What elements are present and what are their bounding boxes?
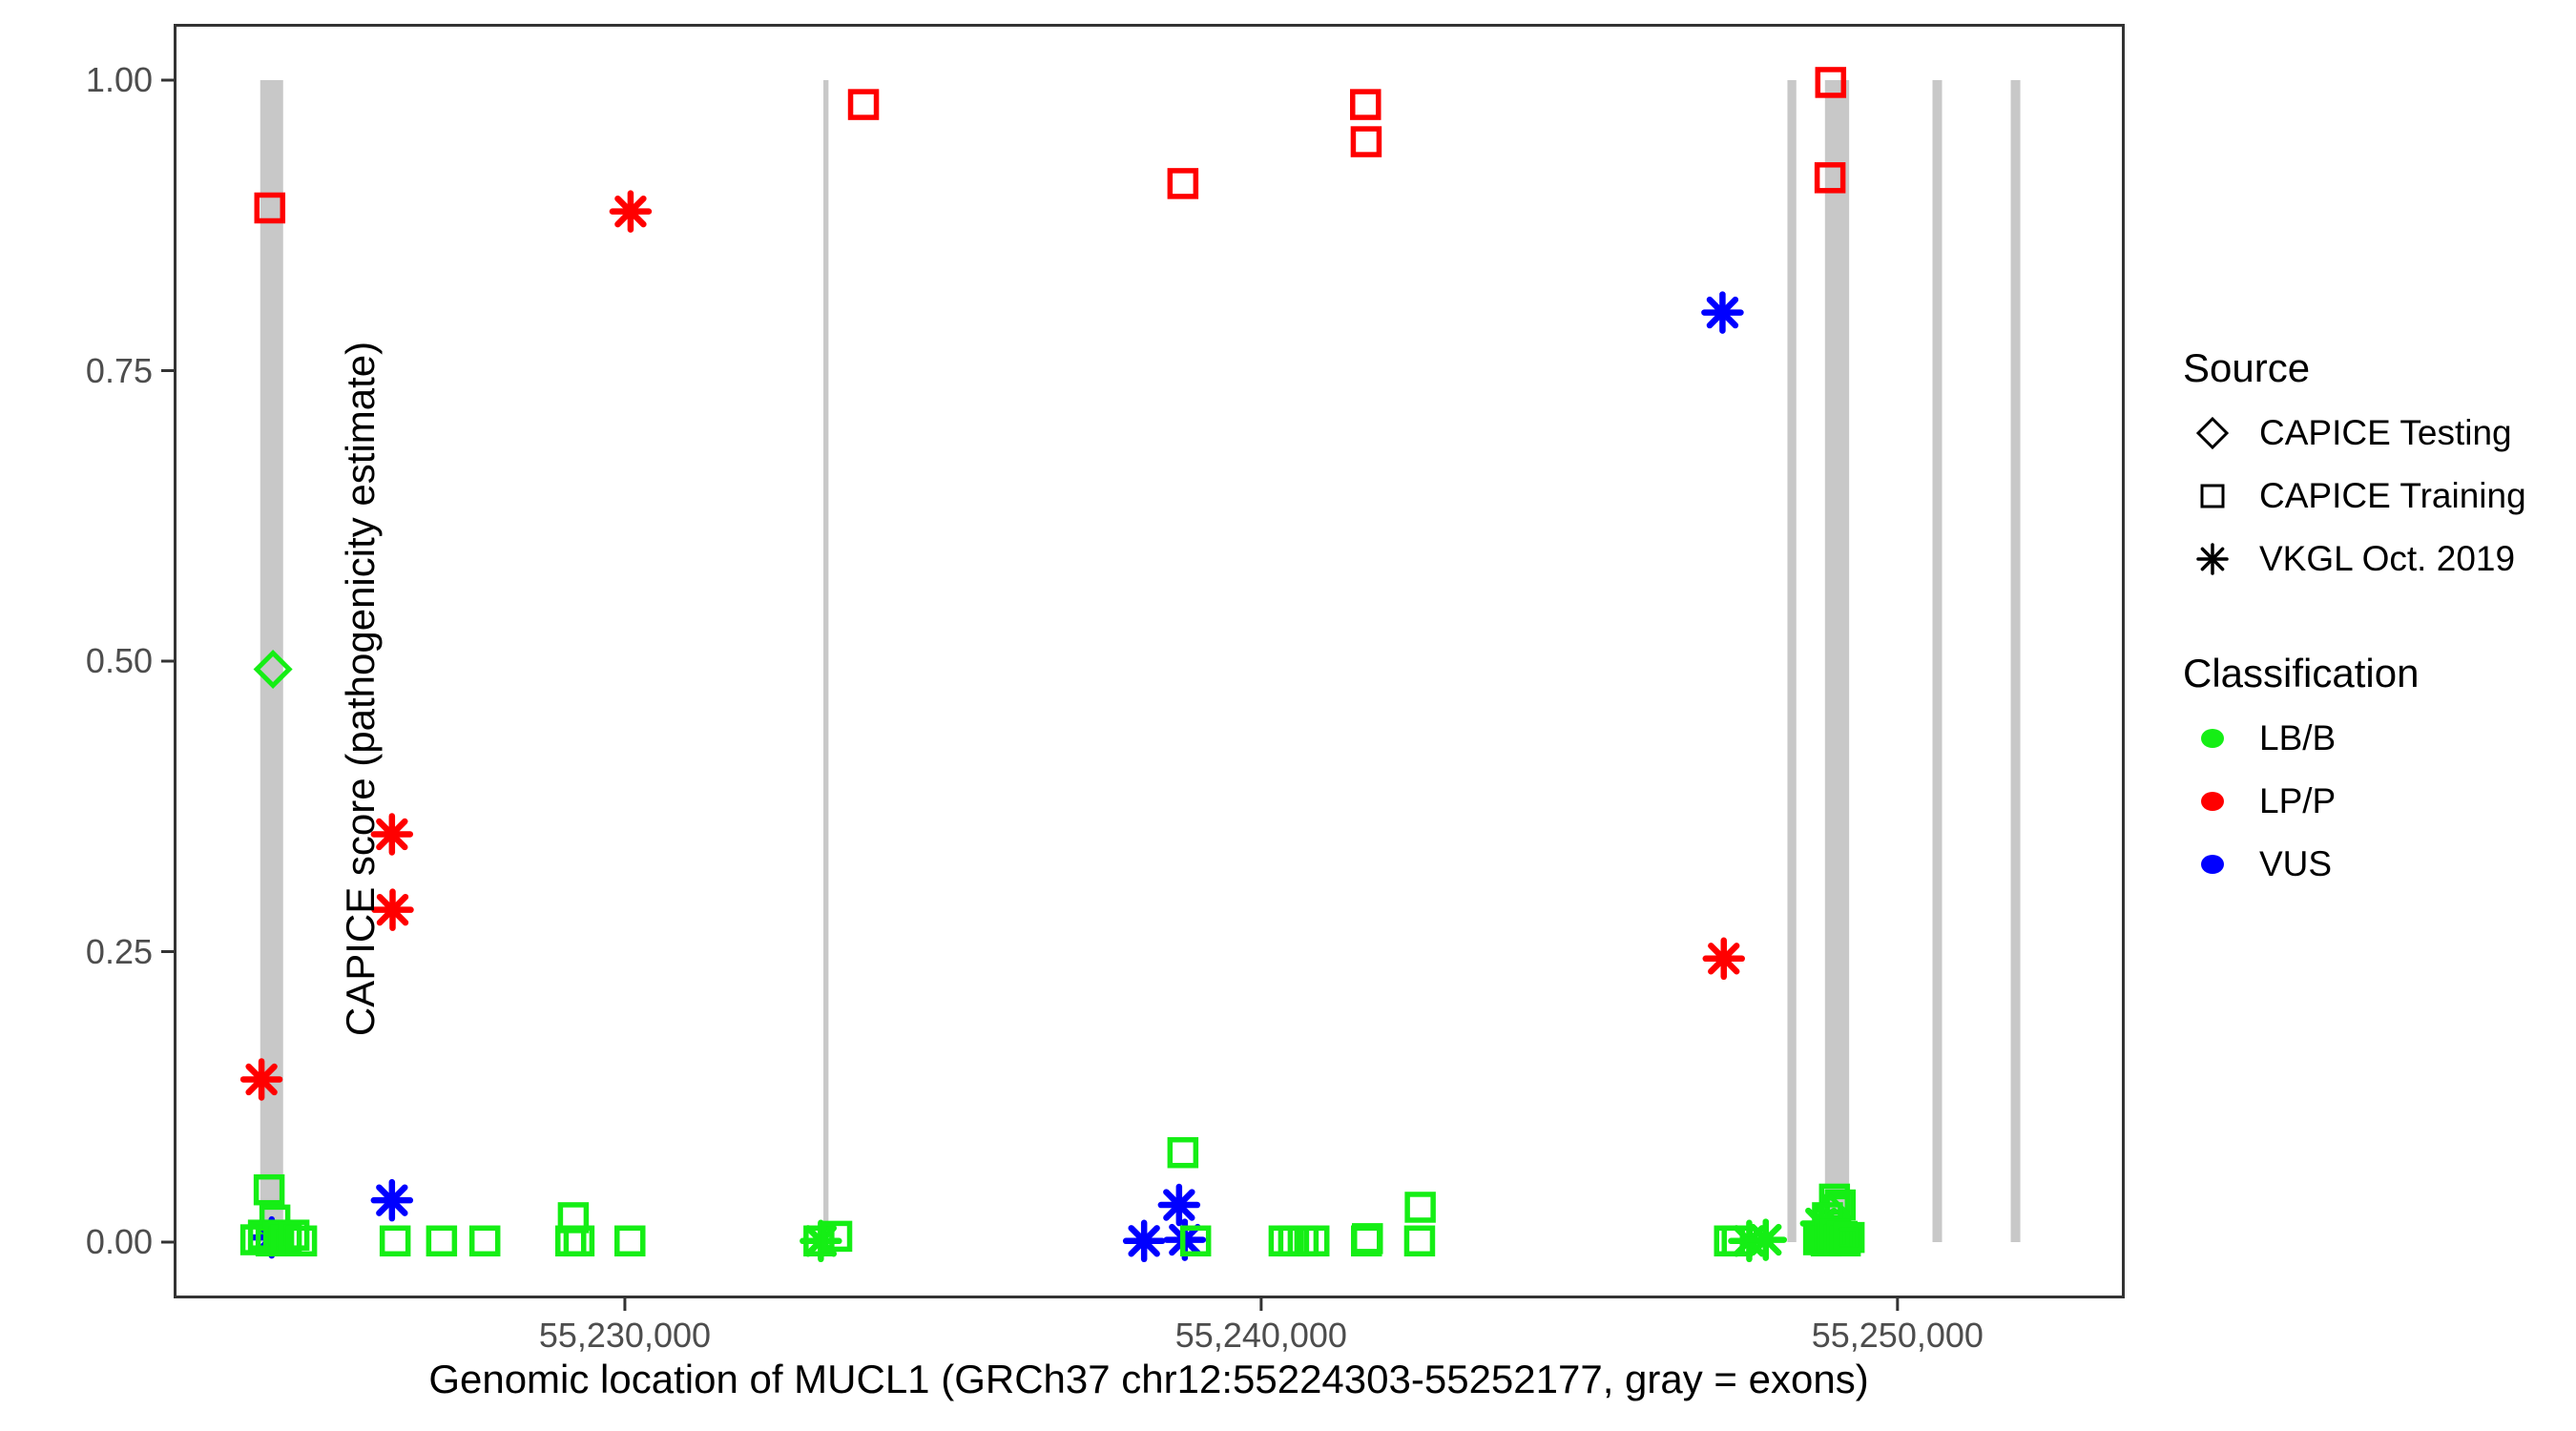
legend-item-capice-testing: CAPICE Testing [2183, 408, 2565, 458]
legend-label: CAPICE Testing [2259, 413, 2512, 452]
x-axis-title: Genomic location of MUCL1 (GRCh37 chr12:… [428, 1357, 1869, 1401]
data-point-square [1815, 67, 1847, 98]
data-point-square [285, 1225, 318, 1257]
data-point-square [1403, 1225, 1436, 1257]
data-point-square [254, 192, 286, 224]
data-point-square [278, 1219, 310, 1251]
data-point-square [1404, 1192, 1436, 1223]
legend-label: VKGL Oct. 2019 [2259, 539, 2516, 578]
x-tick-label: 55,240,000 [1174, 1316, 1347, 1355]
data-point-square [563, 1225, 595, 1257]
data-point-asterisk [1701, 291, 1744, 334]
y-tick-label: 0.25 [85, 931, 153, 971]
legend-spacer [2183, 597, 2565, 651]
legend-item-vkgl: VKGL Oct. 2019 [2183, 534, 2565, 584]
data-point-asterisk [239, 1058, 283, 1101]
red-dot-icon [2183, 778, 2242, 824]
data-point-asterisk [1122, 1219, 1166, 1263]
data-point-square [468, 1225, 501, 1257]
green-dot-icon [2183, 716, 2242, 761]
legend-item-vus: VUS [2183, 840, 2565, 889]
data-point-asterisk [800, 1219, 842, 1263]
asterisk-marker-icon [2183, 536, 2242, 582]
legend-label: VUS [2259, 844, 2333, 883]
data-point-square [1167, 1136, 1199, 1169]
y-axis-title: CAPICE score (pathogenicity estimate) [338, 341, 384, 1037]
legend: Source CAPICE Testing CAPICE Training [2183, 345, 2565, 902]
data-point-square [821, 1220, 853, 1253]
data-point-square [614, 1225, 646, 1257]
legend-source-title: Source [2183, 345, 2311, 390]
data-point-square [1179, 1225, 1212, 1257]
legend-label: CAPICE Training [2259, 476, 2526, 515]
plot-panel [174, 24, 2125, 1298]
exon-bar [1932, 80, 1942, 1242]
data-point-asterisk [370, 813, 414, 856]
legend-classification-title: Classification [2183, 651, 2420, 695]
data-point-square [1833, 1221, 1865, 1254]
exon-bar [1787, 80, 1797, 1242]
data-point-square [1814, 162, 1846, 194]
legend-item-capice-training: CAPICE Training [2183, 471, 2565, 521]
legend-item-lpp: LP/P [2183, 777, 2565, 826]
data-point-asterisk [371, 888, 414, 931]
diamond-marker-icon [2183, 410, 2242, 456]
x-tick-label: 55,230,000 [538, 1316, 712, 1355]
data-point-asterisk [609, 190, 653, 233]
legend-item-lbb: LB/B [2183, 714, 2565, 763]
exon-bar [1824, 80, 1850, 1242]
data-point-diamond [253, 649, 293, 690]
data-point-square [253, 1173, 285, 1206]
legend-label: LB/B [2259, 718, 2337, 757]
data-point-square [1350, 89, 1381, 120]
data-point-asterisk [1702, 937, 1746, 981]
y-tick-label: 0.50 [85, 641, 153, 680]
data-point-square [1352, 1223, 1383, 1255]
square-marker-icon [2183, 473, 2242, 519]
blue-dot-icon [2183, 841, 2242, 887]
data-point-square [426, 1225, 458, 1257]
data-point-square [379, 1225, 411, 1257]
exon-bar [823, 80, 829, 1242]
y-tick-label: 0.00 [85, 1222, 153, 1261]
data-point-square [1167, 168, 1199, 199]
data-point-asterisk [1744, 1218, 1788, 1261]
y-tick-label: 1.00 [85, 60, 153, 99]
data-point-asterisk [1157, 1183, 1201, 1227]
data-point-square [1350, 126, 1382, 157]
data-point-square [1268, 1225, 1300, 1257]
legend-label: LP/P [2259, 781, 2337, 820]
data-point-square [847, 89, 880, 120]
x-tick-label: 55,250,000 [1811, 1316, 1984, 1355]
data-point-asterisk [370, 1178, 414, 1222]
exon-bar [2010, 80, 2021, 1242]
data-point-square [1298, 1225, 1330, 1257]
data-point-square [1829, 1225, 1861, 1257]
y-tick-label: 0.75 [85, 350, 153, 390]
